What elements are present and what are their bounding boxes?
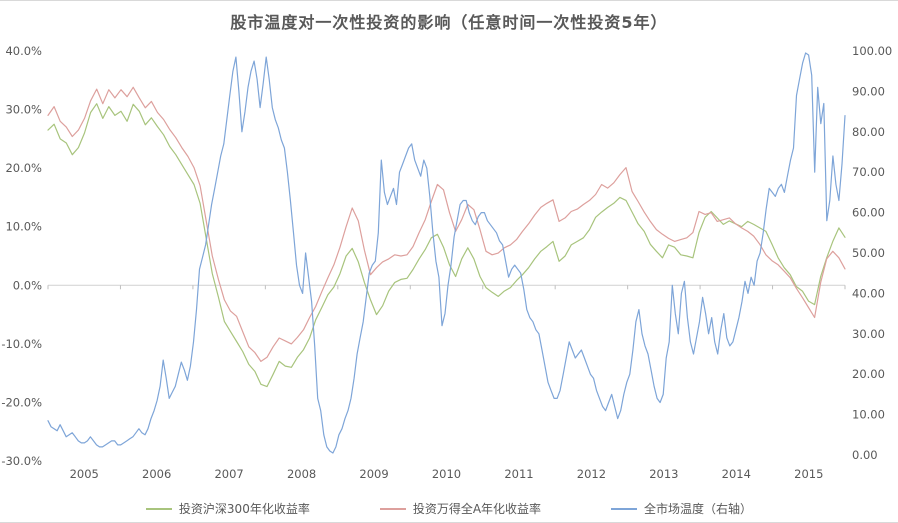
chart-canvas: 2005 2006 2007 2008 2009 2010 2011 2012 2013 2014…	[1, 44, 892, 481]
temperature-line-swatch	[611, 507, 638, 510]
series-line-1	[47, 86, 846, 362]
right-axis-label-0.00: 0.00	[852, 448, 878, 462]
right-axis-label-90.00: 90.00	[852, 84, 885, 98]
left-axis-label--20.0%: -20.0%	[1, 395, 42, 409]
chart-legend: 投资沪深300年化收益率 投资万得全A年化收益率 全市场温度（右轴）	[0, 500, 898, 517]
x-axis-label-2005: 2005	[70, 467, 99, 481]
legend-item-temperature[interactable]: 全市场温度（右轴）	[611, 500, 752, 517]
x-axis-label-2014: 2014	[722, 467, 751, 481]
legend-item-csi300[interactable]: 投资沪深300年化收益率	[145, 500, 310, 517]
left-axis-label-0.0%: 0.0%	[13, 278, 42, 292]
right-axis-label-40.00: 40.00	[852, 286, 885, 300]
x-axis-label-2015: 2015	[794, 467, 823, 481]
x-axis-label-2012: 2012	[577, 467, 606, 481]
x-axis-label-2009: 2009	[359, 467, 388, 481]
legend-label-temperature: 全市场温度（右轴）	[644, 502, 753, 516]
legend-label-csi300: 投资沪深300年化收益率	[178, 502, 310, 516]
x-axis-label-2013: 2013	[649, 467, 678, 481]
right-axis-label-70.00: 70.00	[852, 165, 885, 179]
left-axis-label--10.0%: -10.0%	[1, 337, 42, 351]
series-line-0	[47, 103, 846, 388]
legend-item-wind-all-a[interactable]: 投资万得全A年化收益率	[379, 500, 542, 517]
x-axis-label-2007: 2007	[214, 467, 243, 481]
series-line-2	[47, 52, 846, 454]
right-axis-label-80.00: 80.00	[852, 125, 885, 139]
right-axis-label-10.00: 10.00	[852, 408, 885, 422]
csi300-line-swatch	[145, 507, 172, 510]
right-axis-label-60.00: 60.00	[852, 206, 885, 220]
wind-all-a-line-swatch	[379, 507, 406, 510]
right-axis-label-20.00: 20.00	[852, 367, 885, 381]
chart-title: 股市温度对一次性投资的影响（任意时间一次性投资5年）	[230, 13, 668, 32]
right-axis-label-50.00: 50.00	[852, 246, 885, 260]
left-axis-label-40.0%: 40.0%	[5, 44, 42, 58]
right-axis-label-30.00: 30.00	[852, 327, 885, 341]
x-axis-label-2010: 2010	[432, 467, 461, 481]
right-axis-label-100.00: 100.00	[852, 44, 892, 58]
left-axis-label--30.0%: -30.0%	[1, 454, 42, 468]
x-axis-label-2011: 2011	[504, 467, 533, 481]
left-axis-label-30.0%: 30.0%	[5, 103, 42, 117]
legend-label-wind-all-a: 投资万得全A年化收益率	[412, 502, 542, 516]
left-axis-label-20.0%: 20.0%	[5, 161, 42, 175]
x-axis-label-2008: 2008	[287, 467, 316, 481]
left-axis-label-10.0%: 10.0%	[5, 220, 42, 234]
x-axis-label-2006: 2006	[142, 467, 171, 481]
top-border-rule	[0, 0, 898, 1]
